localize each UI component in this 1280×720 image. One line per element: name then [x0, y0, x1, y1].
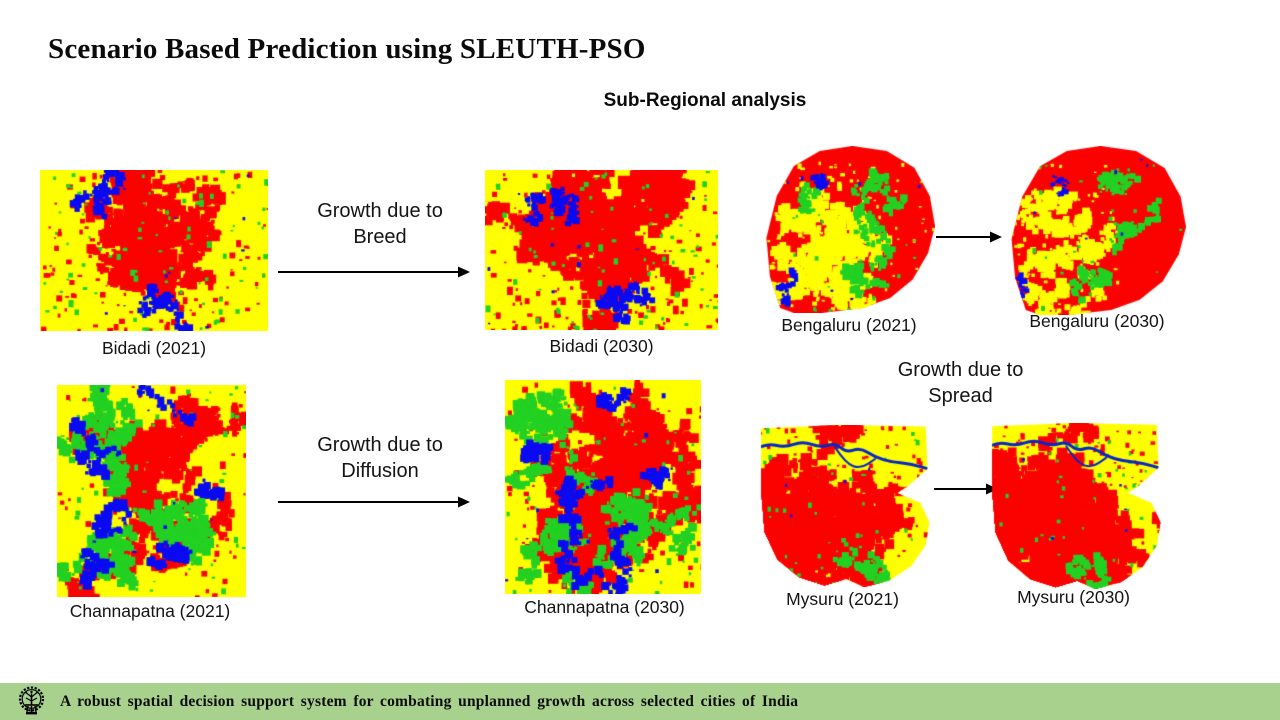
subtitle: Sub-Regional analysis: [603, 90, 807, 111]
bidadi-2030-map: [485, 170, 718, 330]
bengaluru-2030-map: [1008, 146, 1186, 315]
arrow-right-icon: [278, 265, 470, 279]
mysuru-2030-canvas: [983, 423, 1164, 589]
arrow-right-icon: [278, 495, 470, 509]
iit-kharagpur-logo-icon: [16, 685, 47, 720]
channapatna-2021-label: Channapatna (2021): [69, 601, 231, 621]
mysuru-2021-map: [752, 425, 933, 587]
growth-diffusion-label: Growth due to Diffusion: [287, 432, 473, 485]
mysuru-2030-label: Mysuru (2030): [1017, 587, 1130, 607]
bengaluru-2021-canvas: [763, 146, 935, 313]
growth-breed-line2: Breed: [353, 226, 407, 249]
growth-diffusion-line1: Growth due to: [317, 434, 443, 456]
growth-spread-label: Growth due to Spread: [858, 357, 1063, 410]
channapatna-2021-canvas: [57, 385, 246, 597]
bidadi-2021-map: [40, 170, 268, 331]
growth-diffusion-line2: Diffusion: [341, 460, 419, 483]
footer-bar: A robust spatial decision support system…: [0, 683, 1280, 720]
bidadi-2021-canvas: [40, 170, 268, 331]
bengaluru-2021-map: [763, 146, 935, 313]
channapatna-2030-map: [505, 380, 701, 594]
bidadi-2030-label: Bidadi (2030): [549, 336, 654, 356]
bengaluru-2030-canvas: [1008, 146, 1186, 315]
bengaluru-2030-label: Bengaluru (2030): [1029, 311, 1165, 331]
channapatna-2030-canvas: [505, 380, 701, 594]
bidadi-2030-canvas: [485, 170, 718, 330]
growth-breed-label: Growth due to Breed: [287, 198, 473, 251]
page-title: Scenario Based Prediction using SLEUTH-P…: [48, 33, 646, 65]
arrow-right-icon: [936, 230, 1002, 244]
bidadi-2021-label: Bidadi (2021): [101, 338, 207, 358]
growth-breed-line1: Growth due to: [317, 200, 443, 222]
channapatna-2021-map: [57, 385, 246, 597]
channapatna-2030-label: Channapatna (2030): [524, 597, 685, 617]
footer-caption: A robust spatial decision support system…: [60, 693, 799, 710]
mysuru-2021-label: Mysuru (2021): [786, 589, 899, 609]
growth-spread-line2: Spread: [928, 385, 993, 408]
growth-spread-line1: Growth due to: [897, 359, 1024, 381]
mysuru-2030-map: [983, 423, 1164, 589]
mysuru-2021-canvas: [752, 425, 933, 587]
bengaluru-2021-label: Bengaluru (2021): [781, 315, 917, 335]
